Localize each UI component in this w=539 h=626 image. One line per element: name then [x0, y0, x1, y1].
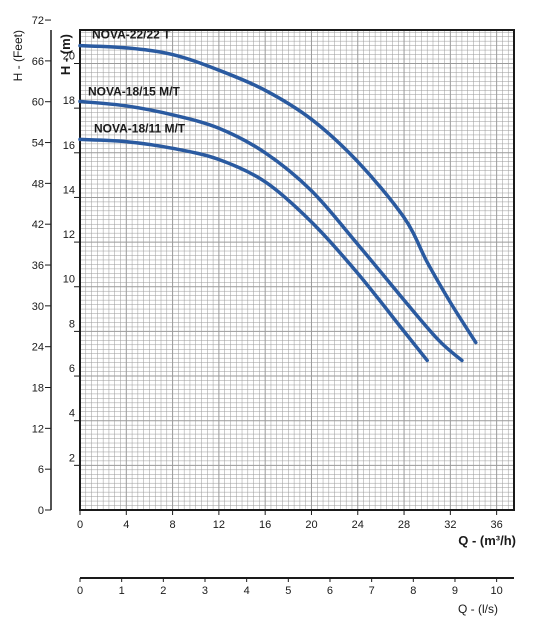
ls-tick-label: 8 — [410, 585, 416, 597]
x-tick-label: 0 — [77, 519, 83, 531]
feet-tick-label: 6 — [38, 464, 44, 476]
x-tick-label: 32 — [444, 519, 456, 531]
x-tick-label: 24 — [352, 519, 364, 531]
y-tick-label: 4 — [69, 408, 75, 420]
x-tick-label: 16 — [259, 519, 271, 531]
y-tick-label: 2 — [69, 452, 75, 464]
ls-tick-label: 6 — [327, 585, 333, 597]
meter-axis: 2 4 6 8 10 12 14 16 18 20 — [63, 50, 80, 466]
curve-2 — [78, 137, 429, 363]
ls-tick-label: 5 — [285, 585, 291, 597]
feet-tick-label: 42 — [32, 219, 44, 231]
feet-tick-label: 12 — [32, 423, 44, 435]
y-tick-label: 10 — [63, 274, 75, 286]
feet-tick-label: 30 — [32, 301, 44, 313]
feet-tick-label: 24 — [32, 342, 44, 354]
y-tick-label: 6 — [69, 363, 75, 375]
y-tick-label: 12 — [63, 229, 75, 241]
flow-ls-axis: 0 1 2 3 4 5 6 7 8 9 10 — [77, 577, 514, 597]
feet-tick-label: 72 — [32, 15, 44, 27]
ls-tick-label: 7 — [369, 585, 375, 597]
y-tick-label: 20 — [63, 50, 75, 62]
x-tick-label: 20 — [305, 519, 317, 531]
performance-curves — [78, 43, 478, 363]
feet-tick-label: 48 — [32, 178, 44, 190]
curve-0 — [78, 43, 478, 345]
ls-tick-label: 9 — [452, 585, 458, 597]
y-tick-label: 8 — [69, 318, 75, 330]
ls-tick-label: 10 — [491, 585, 503, 597]
feet-tick-label: 18 — [32, 383, 44, 395]
y-tick-label: 14 — [63, 184, 75, 196]
plot-frame — [79, 29, 515, 511]
x-axis-label-m3h: Q - (m³/h) — [458, 533, 516, 548]
feet-tick-label: 60 — [32, 97, 44, 109]
grid — [80, 30, 514, 510]
series-label-1: NOVA-18/15 M/T — [88, 84, 180, 98]
curve-labels: NOVA-22/22 T NOVA-18/15 M/T NOVA-18/11 M/T — [88, 28, 186, 136]
feet-tick-label: 36 — [32, 260, 44, 272]
x-tick-label: 28 — [398, 519, 410, 531]
y-tick-label: 18 — [63, 95, 75, 107]
x-tick-label: 8 — [170, 519, 176, 531]
x-axis-label-ls: Q - (l/s) — [458, 602, 498, 616]
feet-axis: 0 6 12 18 24 30 36 42 48 54 60 66 72 — [32, 15, 52, 517]
ls-tick-label: 2 — [160, 585, 166, 597]
y-tick-label: 16 — [63, 140, 75, 152]
ls-tick-label: 0 — [77, 585, 83, 597]
feet-tick-label: 0 — [38, 505, 44, 517]
series-label-2: NOVA-18/11 M/T — [94, 121, 186, 135]
ls-tick-label: 4 — [244, 585, 250, 597]
y-axis-label-meters: H - (m) — [58, 34, 73, 75]
series-label-0: NOVA-22/22 T — [92, 28, 171, 42]
curve-1 — [78, 99, 464, 363]
ls-tick-label: 3 — [202, 585, 208, 597]
x-tick-label: 4 — [123, 519, 129, 531]
ls-tick-label: 1 — [119, 585, 125, 597]
x-tick-label: 12 — [213, 519, 225, 531]
y-axis-label-feet: H - (Feet) — [11, 30, 25, 81]
x-tick-label: 36 — [491, 519, 503, 531]
feet-tick-label: 66 — [32, 56, 44, 68]
flow-m3h-axis: 0 4 8 12 16 20 24 28 32 36 — [77, 510, 503, 531]
feet-tick-label: 54 — [32, 138, 44, 150]
